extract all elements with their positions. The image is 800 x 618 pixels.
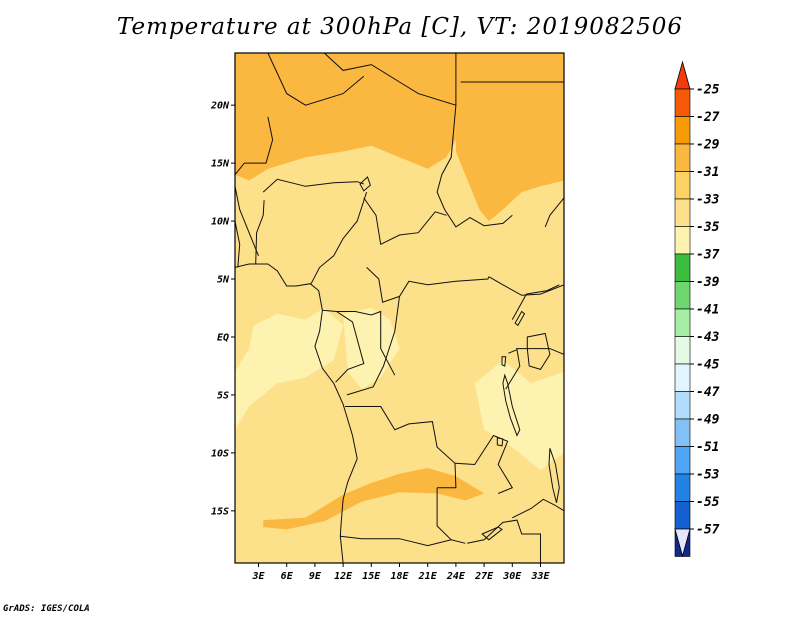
east-african-border [516, 348, 564, 355]
colorbar-label: -39 [696, 275, 720, 290]
colorbar: -25 -27 -29 -31 -33 -35 -37 -39 -41 -43 -45 -47 -49 -… [674, 60, 720, 558]
congo-patch [343, 308, 400, 390]
colorbar-label: -43 [696, 330, 720, 345]
colorbar-label: -29 [696, 138, 720, 153]
zimbabwe-border [467, 519, 541, 563]
lon-tick-label: 9E [309, 571, 322, 582]
lat-tick-label: 5S [217, 390, 229, 401]
congo-drc-border [346, 296, 400, 396]
colorbar-label: -47 [696, 385, 720, 400]
colorbar-swatch [674, 336, 691, 365]
lon-tick-label: 33E [530, 571, 550, 582]
lake-mweru [496, 437, 504, 447]
lake-kariba [481, 526, 503, 541]
colorbar-label: -49 [696, 413, 720, 428]
lon-tick-label: 3E [251, 571, 265, 582]
angola-south-border [340, 535, 466, 547]
colorbar-swatch [674, 116, 691, 145]
equatorial-patch-west [235, 308, 344, 430]
nigeria-cameroon-border [310, 191, 368, 284]
east-patch [474, 360, 564, 471]
sudan-border [436, 105, 513, 228]
car-southern-border [366, 267, 490, 303]
lake-victoria [526, 332, 551, 370]
ghana-togo-border [235, 209, 241, 268]
temperature-shading [235, 53, 564, 530]
lon-tick-label: 21E [418, 571, 438, 582]
lon-tick-label: 24E [446, 571, 466, 582]
colorbar-label: -41 [696, 303, 719, 318]
colorbar-bottom-arrow [674, 528, 691, 558]
sahel-band-east [455, 53, 564, 222]
gabon-congo-border [335, 311, 365, 383]
sahel-band-west [235, 53, 456, 181]
colorbar-top-arrow [674, 60, 691, 90]
colorbar-label: -53 [696, 468, 720, 483]
lake-kivu [501, 356, 507, 367]
colorbar-label: -55 [696, 495, 720, 510]
lat-tick-label: 20N [210, 101, 230, 112]
colorbar-swatch [674, 143, 691, 172]
chart-title: Temperature at 300hPa [C], VT: 201908250… [116, 14, 684, 40]
colorbar-swatch [674, 418, 691, 447]
lat-tick-label: 10N [211, 217, 230, 228]
lat-tick-label: 15S [211, 506, 229, 517]
southern-band [263, 468, 485, 530]
colorbar-label: -37 [696, 248, 720, 263]
angola-zambia-border [436, 487, 452, 541]
colorbar-swatch [674, 198, 691, 227]
colorbar-swatch [674, 171, 691, 200]
south-sudan-border [488, 276, 564, 296]
lat-tick-label: 15N [211, 159, 230, 170]
lat-tick-label: 5N [217, 275, 230, 286]
colorbar-swatch [674, 226, 691, 255]
lon-tick-label: 12E [334, 571, 353, 582]
sahara-coast [235, 186, 259, 256]
colorbar-swatch [674, 391, 691, 420]
niger-border [267, 53, 365, 106]
colorbar-label: -45 [696, 358, 720, 373]
colorbar-label: -25 [696, 83, 720, 98]
colorbar-label: -33 [696, 193, 720, 208]
lon-tick-label: 30E [502, 571, 522, 582]
uganda-border [511, 284, 560, 320]
zambia-drc-border [454, 434, 514, 494]
colorbar-swatch [674, 446, 691, 475]
lake-albert [514, 310, 526, 327]
lake-tanganyika [502, 373, 521, 437]
lake-chad [359, 176, 371, 192]
colorbar-swatch [674, 308, 691, 337]
colorbar-swatch [674, 363, 691, 392]
grads-credit: GrADS: IGES/COLA [3, 604, 90, 614]
axis-ticks: 20N 15N 10N 5N EQ 5S 10S 15S 3E 6E 9E 12E 15E 18E 21E 2… [210, 101, 551, 582]
colorbar-label: -57 [696, 523, 720, 538]
sudan-east-border [544, 197, 564, 228]
lake-malawi [548, 448, 560, 503]
angola-north-border [345, 406, 457, 489]
colorbar-label: -31 [696, 165, 719, 180]
mozambique-border [512, 498, 564, 519]
niger-nigeria-border [262, 178, 364, 193]
colorbar-swatch [674, 253, 691, 282]
lon-tick-label: 18E [390, 571, 409, 582]
colorbar-swatch [674, 281, 691, 310]
country-borders [235, 53, 564, 563]
colorbar-label: -27 [696, 110, 720, 125]
colorbar-label: -35 [696, 220, 720, 235]
colorbar-swatch [674, 88, 691, 117]
colorbar-swatch [674, 473, 691, 502]
lat-tick-label: EQ [217, 332, 229, 343]
mali-niger-border [235, 116, 274, 176]
benin-nigeria-border [255, 200, 265, 265]
lon-tick-label: 15E [362, 571, 381, 582]
lon-tick-label: 6E [281, 571, 294, 582]
lon-tick-label: 27E [474, 571, 494, 582]
coastline-west [235, 263, 358, 563]
colorbar-label: -51 [696, 440, 719, 455]
chad-car-border [363, 197, 447, 246]
colorbar-swatch [674, 501, 691, 530]
great-lakes-border [505, 348, 521, 390]
lat-tick-label: 10S [211, 448, 229, 459]
